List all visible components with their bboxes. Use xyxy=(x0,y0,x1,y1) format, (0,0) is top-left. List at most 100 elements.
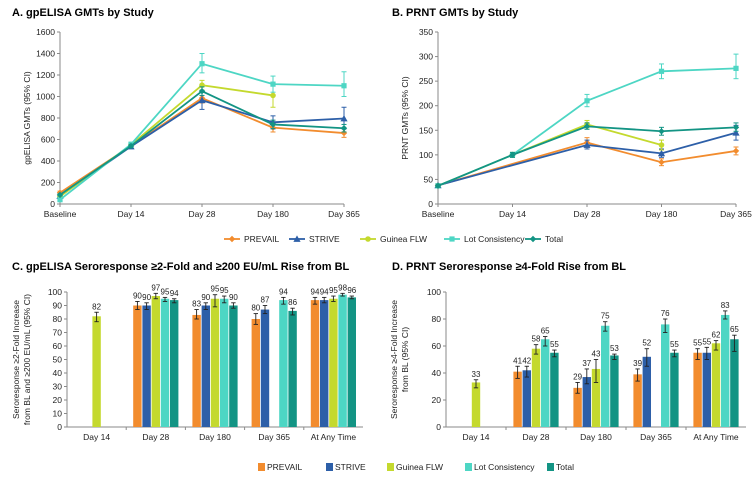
panel-c-data-label-lot-consistency: 95 xyxy=(161,287,170,296)
panel-b-point-total xyxy=(583,123,591,130)
panel-b-point-lot-consistency xyxy=(584,98,590,104)
panel-d-data-label-lot-consistency: 65 xyxy=(541,327,550,336)
panel-a-ytick-label: 200 xyxy=(41,178,55,188)
panel-a-line-prevail xyxy=(59,97,345,194)
panel-d-bar-lot-consistency xyxy=(721,314,730,427)
panel-c-data-label-guinea-flw: 95 xyxy=(211,285,220,294)
panel-c-bar-guinea-flw xyxy=(329,298,338,427)
panel-a-point-total xyxy=(56,191,64,199)
panel-a-title: A. gpELISA GMTs by Study xyxy=(12,7,155,19)
panel-c-ytick-label: 90 xyxy=(53,301,63,311)
legend-line-marker-total xyxy=(529,235,537,243)
panel-c-data-label-strive: 94 xyxy=(320,287,329,296)
panel-b-point-total xyxy=(434,182,442,190)
panel-d-bar-prevail xyxy=(693,352,702,427)
panel-d-data-label-prevail: 39 xyxy=(633,359,642,368)
panel-a-gpelisa-gmt: A. gpELISA GMTs by Study 0 200 400 600 800 100… xyxy=(12,7,360,219)
panel-d-data-label-guinea-flw: 43 xyxy=(592,350,601,359)
panel-d-bar-strive xyxy=(702,352,711,427)
panel-d-data-label-total: 55 xyxy=(550,340,559,349)
panel-c-bar-strive xyxy=(142,305,151,427)
panel-c-data-label-total: 86 xyxy=(288,298,297,307)
panel-b-ytick-label: 250 xyxy=(419,76,433,86)
panel-d-data-label-guinea-flw: 33 xyxy=(472,370,481,379)
panel-b-line-total xyxy=(437,125,737,187)
panel-a-point-lot-consistency xyxy=(341,83,347,89)
panel-a-ytick-label: 1600 xyxy=(36,27,55,37)
panel-c-bar-prevail xyxy=(192,314,201,427)
panel-c-data-label-guinea-flw: 82 xyxy=(92,302,101,311)
legend-bar-charts: PREVAIL STRIVE Guinea FLW Lot Consistency To… xyxy=(258,462,574,472)
legend-line-label-prevail: PREVAIL xyxy=(244,234,280,244)
panel-d-bar-guinea-flw xyxy=(711,343,721,427)
panel-c-data-label-total: 90 xyxy=(229,293,238,302)
panel-c-data-label-total: 94 xyxy=(170,289,179,298)
panel-c-bar-guinea-flw xyxy=(92,316,101,427)
legend-bar-swatch-prevail xyxy=(258,463,265,471)
panel-d-bar-strive xyxy=(522,370,531,427)
panel-b-xtick-label: Day 365 xyxy=(720,209,752,219)
panel-d-data-label-strive: 52 xyxy=(642,339,651,348)
panel-a-point-total xyxy=(198,87,206,95)
panel-c-xtick-label: Day 365 xyxy=(258,432,290,442)
panel-c-data-label-guinea-flw: 95 xyxy=(329,286,338,295)
panel-a-point-strive xyxy=(340,114,348,122)
legend-line-label-lot-consistency: Lot Consistency xyxy=(464,234,525,244)
panel-d-bar-strive xyxy=(582,377,591,427)
panel-b-point-strive xyxy=(583,141,591,148)
panel-b-ytick-label: 50 xyxy=(424,174,434,184)
panel-a-ytick-label: 800 xyxy=(41,113,55,123)
panel-d-bar-strive xyxy=(642,356,651,427)
panel-d-ylabel: Seroresponse ≥4-Fold Increase xyxy=(389,300,399,419)
panel-d-ytick-label: 100 xyxy=(427,287,441,297)
panel-a-line-guinea-flw xyxy=(59,84,274,198)
panel-a-ytick-label: 0 xyxy=(50,199,55,209)
panel-c-ytick-label: 40 xyxy=(53,368,63,378)
panel-c-bar-total xyxy=(288,310,297,427)
panel-c-data-label-prevail: 83 xyxy=(192,300,201,309)
panel-d-data-label-strive: 37 xyxy=(582,359,591,368)
panel-a-point-total xyxy=(127,142,135,150)
panel-c-bar-strive xyxy=(320,300,329,427)
legend-line-marker-guinea-flw xyxy=(365,236,371,242)
legend-bar-label-guinea-flw: Guinea FLW xyxy=(396,462,443,472)
panel-a-ylabel: gpELISA GMTs (95% CI) xyxy=(22,71,32,165)
panel-a-xtick-label: Day 180 xyxy=(257,209,289,219)
panel-d-bar-prevail xyxy=(633,374,642,427)
panel-c-bar-total xyxy=(229,305,238,427)
panel-b-xtick-label: Day 28 xyxy=(574,209,601,219)
panel-a-point-prevail xyxy=(340,129,348,137)
panel-c-bar-total xyxy=(170,300,179,427)
panel-c-ytick-label: 60 xyxy=(53,341,63,351)
panel-c-bar-guinea-flw xyxy=(151,296,160,427)
legend-bar-swatch-strive xyxy=(326,463,333,471)
panel-b-ylabel: PRNT GMTs (95% CI) xyxy=(400,76,410,160)
panel-d-bar-prevail xyxy=(573,387,582,427)
panel-a-ytick-label: 1000 xyxy=(36,92,55,102)
panel-d-data-label-strive: 55 xyxy=(702,337,711,346)
panel-c-bar-strive xyxy=(201,305,210,427)
panel-d-xtick-label: Day 365 xyxy=(640,432,672,442)
panel-b-ytick-label: 100 xyxy=(419,150,433,160)
panel-d-bar-total xyxy=(730,339,739,427)
legend-bar-label-lot-consistency: Lot Consistency xyxy=(474,462,535,472)
legend-bar-swatch-lot-consistency xyxy=(465,463,472,471)
panel-d-ytick-label: 40 xyxy=(432,368,442,378)
panel-b-ytick-label: 300 xyxy=(419,52,433,62)
panel-c-data-label-strive: 90 xyxy=(201,293,210,302)
panel-d-bar-lot-consistency xyxy=(661,324,670,427)
legend-bar-label-total: Total xyxy=(556,462,574,472)
legend-line-label-strive: STRIVE xyxy=(309,234,340,244)
panel-c-bar-prevail xyxy=(310,300,320,427)
panel-c-ylabel: Seroresponse ≥2-Fold Increase xyxy=(11,300,21,419)
panel-d-ylabel: from BL (95% CI) xyxy=(400,327,410,393)
panel-d-ytick-label: 0 xyxy=(436,422,441,432)
panel-d-title: D. PRNT Seroresponse ≥4-Fold Rise from B… xyxy=(392,261,626,273)
panel-c-bar-guinea-flw xyxy=(210,298,220,427)
panel-c-ytick-label: 0 xyxy=(57,422,62,432)
panel-a-point-strive xyxy=(198,96,206,104)
panel-d-data-label-guinea-flw: 62 xyxy=(712,331,721,340)
panel-c-ytick-label: 50 xyxy=(53,355,63,365)
panel-c-data-label-guinea-flw: 97 xyxy=(151,283,160,292)
